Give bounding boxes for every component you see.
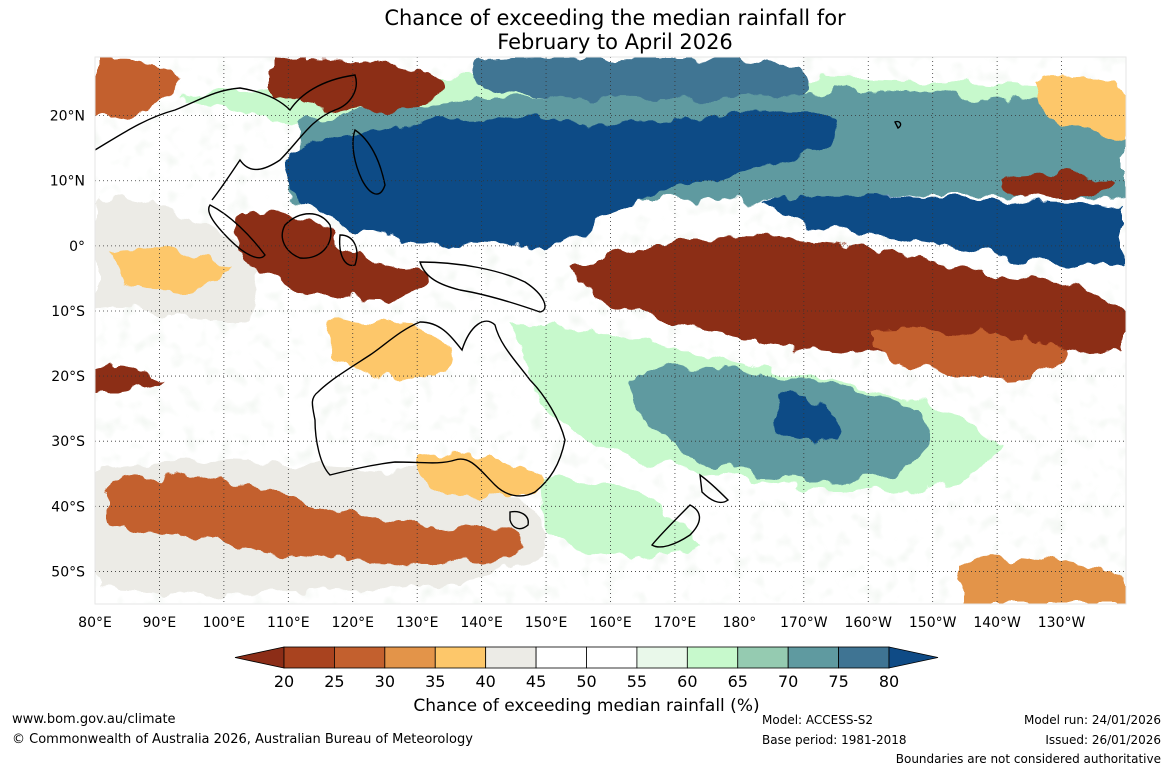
lon-tick-label: 180° xyxy=(723,615,757,631)
region-dry-east-pacific-north xyxy=(1000,173,1110,198)
colorbar-swatch xyxy=(636,646,688,669)
colorbar-swatch xyxy=(737,646,789,669)
colorbar-tick-label: 20 xyxy=(273,672,295,691)
lon-tick-label: 130°W xyxy=(1038,615,1086,631)
colorbar-tick-label: 60 xyxy=(677,672,698,691)
region-yellow-south-australia xyxy=(416,453,545,500)
coastline-tasmania xyxy=(509,510,529,530)
lat-tick-label: 0° xyxy=(69,239,85,255)
coastline-sumatra xyxy=(208,204,266,259)
region-wet-east-pacific-band xyxy=(760,195,1126,270)
colorbar xyxy=(234,646,939,669)
lon-tick-label: 170°W xyxy=(780,615,828,631)
lat-tick-label: 10°N xyxy=(50,174,85,190)
lon-tick-label: 120°E xyxy=(331,615,374,631)
lat-tick-label: 40°S xyxy=(51,499,85,515)
colorbar-tick-label: 35 xyxy=(425,672,446,691)
coastline-philippines xyxy=(352,128,386,195)
region-dry-maritime-continent xyxy=(234,211,428,300)
coastline-hawaii xyxy=(894,120,902,129)
coastline-new-zealand-south xyxy=(650,504,701,548)
colorbar-swatch xyxy=(686,646,739,669)
region-yellow-north-australia xyxy=(328,318,452,379)
colorbar-arrow-high xyxy=(888,646,939,669)
region-orange-west-pacific-edge xyxy=(870,328,1067,380)
colorbar-tick-label: 65 xyxy=(727,672,748,691)
colorbar-tick-label: 25 xyxy=(324,672,345,691)
footer-copyright: © Commonwealth of Australia 2026, Austra… xyxy=(12,732,473,747)
lon-tick-label: 170°E xyxy=(654,615,697,631)
lon-tick-label: 160°E xyxy=(589,615,632,631)
lat-tick-label: 20°N xyxy=(50,109,85,125)
footer-model: Model: ACCESS-S2 xyxy=(762,713,874,727)
region-wet-fiji xyxy=(770,394,842,443)
region-dry-equatorial-pacific xyxy=(570,238,1126,360)
lat-tick-label: 30°S xyxy=(51,434,85,450)
region-yellow-west-indian xyxy=(110,246,230,290)
chart-title-line2: February to April 2026 xyxy=(497,30,733,54)
colorbar-swatch xyxy=(384,646,436,669)
coastline-sulawesi xyxy=(338,234,358,267)
lon-tick-label: 150°E xyxy=(525,615,568,631)
footer-base-period: Base period: 1981-2018 xyxy=(762,733,907,747)
colorbar-swatch xyxy=(787,646,839,669)
colorbar-label: Chance of exceeding median rainfall (%) xyxy=(413,696,760,716)
colorbar-swatch xyxy=(485,646,537,669)
colorbar-arrow-low xyxy=(234,646,285,669)
coastline-borneo xyxy=(281,213,332,259)
lon-tick-label: 100°E xyxy=(203,615,246,631)
region-orange-indochina xyxy=(95,58,180,119)
chart-title-line1: Chance of exceeding the median rainfall … xyxy=(384,6,846,30)
region-dry-indian-ocean-west xyxy=(95,368,160,391)
colorbar-swatch xyxy=(334,646,386,669)
colorbar-tick-label: 55 xyxy=(626,672,648,691)
coastline-new-zealand-north xyxy=(699,473,730,504)
footer-model-run: Model run: 24/01/2026 xyxy=(1023,713,1161,727)
lat-tick-label: 10°S xyxy=(51,304,85,320)
footer-website[interactable]: www.bom.gov.au/climate xyxy=(12,712,176,727)
map-figure: 20°N 10°N 0° 10°S 20°S 30°S 40°S 50°S 80°E 90°E 1… xyxy=(50,56,1127,669)
colorbar-tick-label: 70 xyxy=(777,672,799,691)
map-frame xyxy=(94,56,1127,605)
colorbar-swatch xyxy=(535,646,587,669)
region-yellow-north-east-pacific xyxy=(1040,74,1126,140)
lat-tick-label: 20°S xyxy=(51,369,85,385)
lon-tick-label: 140°W xyxy=(973,615,1021,631)
coastline-asia-mainland xyxy=(95,74,357,201)
footer-disclaimer: Boundaries are not considered authoritat… xyxy=(895,752,1161,766)
colorbar-swatch xyxy=(434,646,487,669)
colorbar-tick-label: 30 xyxy=(374,672,395,691)
region-wet-north-pacific-band xyxy=(284,109,841,247)
colorbar-tick-label: 75 xyxy=(828,672,849,691)
lon-tick-label: 110°E xyxy=(267,615,310,631)
lon-tick-label: 150°W xyxy=(909,615,957,631)
colorbar-swatch xyxy=(586,646,638,669)
lat-tick-label: 50°S xyxy=(51,564,85,580)
colorbar-tick-label: 80 xyxy=(878,672,900,691)
region-orange-south-east-pacific xyxy=(960,558,1126,604)
colorbar-swatch xyxy=(283,646,335,669)
lon-tick-label: 130°E xyxy=(396,615,439,631)
coastline-new-guinea xyxy=(419,261,546,313)
lon-tick-label: 90°E xyxy=(143,615,177,631)
footer-issued: Issued: 26/01/2026 xyxy=(1045,733,1161,747)
region-lightgreen-tasman xyxy=(540,478,700,559)
lon-tick-label: 140°E xyxy=(460,615,503,631)
colorbar-tick-label: 40 xyxy=(475,672,496,691)
colorbar-tick-label: 50 xyxy=(576,672,597,691)
colorbar-tick-label: 45 xyxy=(525,672,547,691)
region-wet-north-pacific-upper xyxy=(465,57,811,101)
region-orange-south-indian xyxy=(110,476,525,566)
colorbar-swatch xyxy=(838,646,890,669)
lon-tick-label: 160°W xyxy=(844,615,892,631)
lon-tick-label: 80°E xyxy=(78,615,112,631)
coastline-australia xyxy=(311,320,566,497)
